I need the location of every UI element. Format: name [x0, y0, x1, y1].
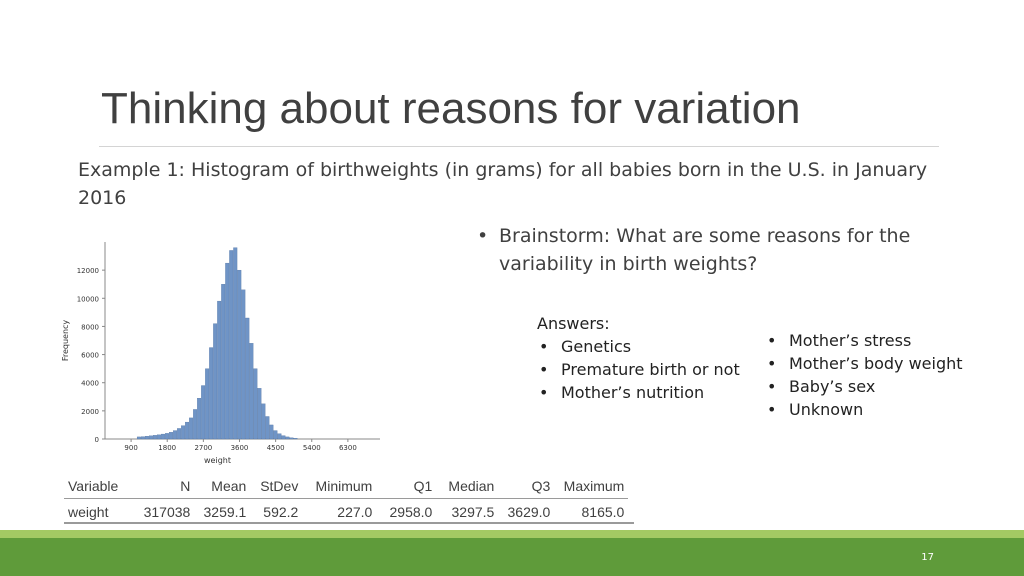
table-header-cell: N: [122, 476, 195, 499]
x-tick-label: 2700: [194, 444, 212, 452]
table-cell: 2958.0: [389, 504, 433, 520]
y-tick-label: 0: [95, 436, 99, 444]
histogram-bar: [185, 421, 190, 440]
table-cell: 3259.1: [203, 504, 247, 520]
y-tick-label: 6000: [81, 352, 99, 360]
histogram-bar: [245, 317, 250, 440]
histogram-bar: [257, 388, 262, 440]
answer-item: Mother’s body weight: [765, 352, 963, 375]
histogram-bar: [217, 300, 222, 440]
descriptive-statistics-table: Variable N Mean StDev Minimum Q1 Median …: [64, 476, 629, 523]
histogram-bar: [233, 247, 238, 440]
answers-list-1: Answers: Genetics Premature birth or not…: [537, 312, 740, 404]
histogram-bar: [177, 428, 182, 440]
histogram-bar: [253, 368, 258, 440]
histogram-bar: [293, 438, 298, 440]
table-cell: 3629.0: [507, 504, 551, 520]
x-tick-label: 6300: [339, 444, 357, 452]
histogram-bar: [205, 368, 210, 440]
table-bottom-rule: [64, 522, 634, 524]
y-tick-label: 2000: [81, 408, 99, 416]
histogram-bar: [277, 433, 282, 440]
table-header-cell: Variable: [64, 476, 123, 499]
histogram-bar: [173, 430, 178, 440]
y-tick-label: 8000: [81, 323, 99, 331]
histogram-bar: [237, 269, 242, 440]
histogram-bar: [145, 436, 149, 440]
histogram-bar: [193, 409, 198, 440]
y-tick-label: 4000: [81, 380, 99, 388]
footer-accent-stripe: [0, 530, 1024, 538]
histogram-bar: [197, 398, 202, 440]
histogram-bar: [201, 385, 206, 440]
table-cell: 317038: [143, 504, 191, 520]
histogram-bar: [149, 435, 153, 440]
footer-bar: [0, 538, 1024, 576]
table-row: weight 317038 3259.1 592.2 227.0 2958.0 …: [64, 499, 628, 523]
answer-item: Baby’s sex: [765, 375, 963, 398]
table-cell: weight: [68, 504, 109, 520]
answers-heading: Answers:: [537, 314, 610, 333]
answer-item: Mother’s nutrition: [537, 381, 740, 404]
table-cell: 592.2: [263, 504, 299, 520]
histogram-bar: [229, 250, 234, 440]
histogram-bar: [221, 284, 226, 440]
bullet-icon: •: [477, 225, 489, 247]
histogram-bar: [165, 433, 169, 440]
histogram-bar: [136, 436, 141, 440]
x-tick-label: 5400: [303, 444, 321, 452]
histogram-bar: [209, 347, 214, 440]
title-divider: [99, 146, 939, 147]
answer-item: Mother’s stress: [765, 329, 963, 352]
answer-item: Premature birth or not: [537, 358, 740, 381]
table-header-cell: Minimum: [302, 476, 377, 499]
answer-item: Unknown: [765, 398, 963, 421]
birthweight-histogram: 0 2000 4000 6000 8000 10000 12000 900 1800 2700 36…: [61, 242, 380, 465]
y-tick-label: 12000: [77, 267, 99, 275]
brainstorm-text: Brainstorm: What are some reasons for th…: [499, 225, 911, 275]
histogram-bar: [273, 430, 278, 440]
histogram-bar: [225, 262, 230, 440]
histogram-bar: [157, 434, 161, 440]
histogram-bar: [140, 436, 145, 440]
table-cell: 3297.5: [451, 504, 495, 520]
histogram-bar: [153, 435, 157, 440]
histogram-bar: [181, 425, 186, 440]
slide-title: Thinking about reasons for variation: [101, 84, 801, 133]
table-cell: 8165.0: [581, 504, 625, 520]
histogram-bar: [189, 417, 194, 440]
table-header-cell: Maximum: [554, 476, 629, 499]
table-header-cell: StDev: [250, 476, 303, 499]
answer-item: Genetics: [537, 335, 740, 358]
x-axis-label: weight: [204, 456, 231, 465]
histogram-bar: [161, 433, 165, 440]
histogram-bar: [265, 416, 270, 440]
table-header-cell: Q3: [498, 476, 555, 499]
histogram-bar: [281, 435, 286, 440]
answers-list-2: Mother’s stress Mother’s body weight Bab…: [765, 329, 963, 421]
x-tick-label: 3600: [231, 444, 249, 452]
histogram-bar: [289, 437, 294, 440]
histogram-bar: [249, 343, 254, 440]
x-tick-label: 1800: [158, 444, 176, 452]
histogram-bar: [241, 289, 246, 440]
page-number: 17: [921, 552, 934, 563]
histogram-bar: [269, 424, 274, 440]
y-axis-label: Frequency: [61, 320, 70, 362]
x-tick-label: 900: [124, 444, 137, 452]
histogram-bar: [169, 432, 173, 440]
table-header-cell: Mean: [194, 476, 251, 499]
table-header-cell: Median: [436, 476, 499, 499]
brainstorm-bullet: • Brainstorm: What are some reasons for …: [477, 222, 937, 278]
histogram-bar: [261, 403, 266, 440]
y-tick-label: 10000: [77, 295, 99, 303]
example-description: Example 1: Histogram of birthweights (in…: [78, 159, 928, 209]
table-header-row: Variable N Mean StDev Minimum Q1 Median …: [64, 476, 629, 499]
table-header-cell: Q1: [376, 476, 437, 499]
x-tick-label: 4500: [267, 444, 285, 452]
histogram-bar: [213, 323, 218, 440]
histogram-bar: [285, 436, 290, 440]
table-cell: 227.0: [337, 504, 373, 520]
